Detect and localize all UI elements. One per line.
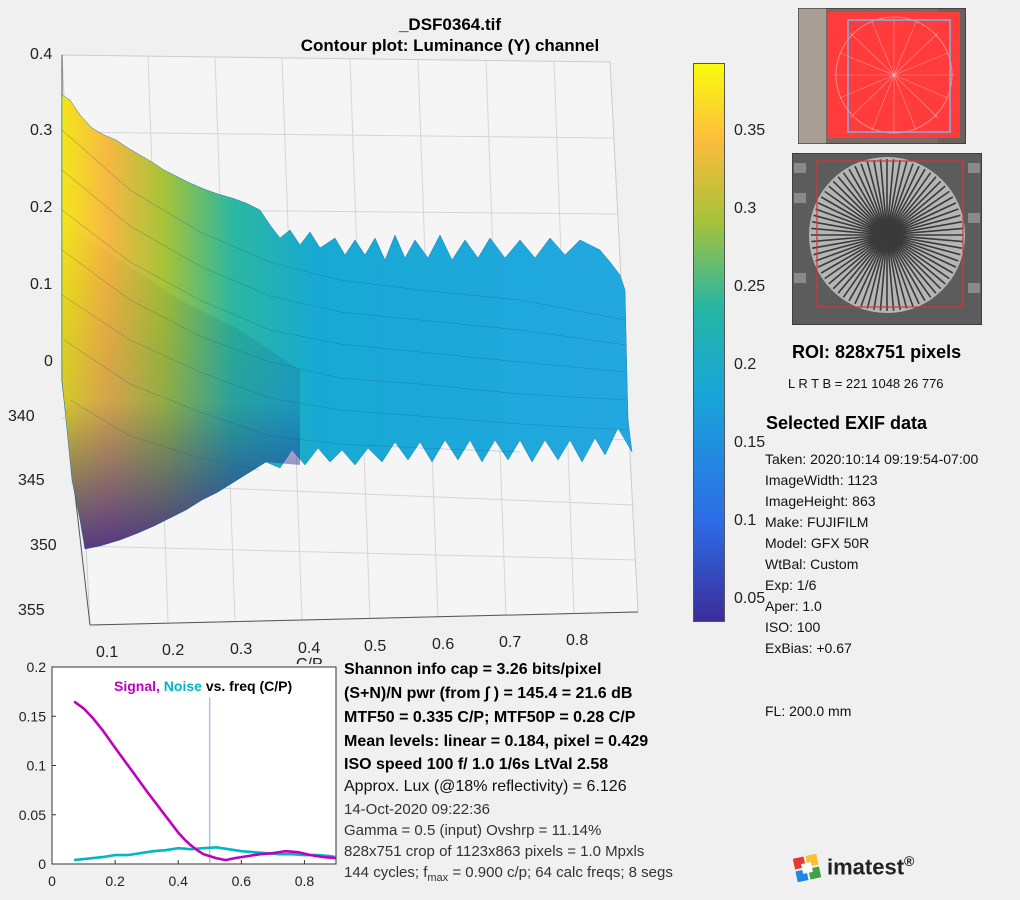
exif-aperture: Aper: 1.0 (765, 598, 822, 614)
imatest-logo-icon (793, 854, 821, 882)
exif-model: Model: GFX 50R (765, 535, 869, 551)
colorbar-tick-label: 0.35 (734, 122, 765, 140)
chart-title: Signal, Noise vs. freq (C/P) (114, 678, 292, 694)
mean-levels: Mean levels: linear = 0.184, pixel = 0.4… (344, 733, 648, 751)
mtf50-values: MTF50 = 0.335 C/P; MTF50P = 0.28 C/P (344, 709, 635, 727)
exif-make: Make: FUJIFILM (765, 514, 868, 530)
colorbar-tick-label: 0.2 (734, 356, 756, 374)
colorbar (693, 63, 725, 622)
approx-lux: Approx. Lux (@18% reflectivity) = 6.126 (344, 778, 627, 796)
chart-plot-area (52, 667, 336, 864)
x-tick-label: 0.5 (364, 638, 386, 656)
gamma-overshoot: Gamma = 0.5 (input) Ovshrp = 11.14% (344, 822, 601, 839)
crop-info: 828x751 crop of 1123x863 pixels = 1.0 Mp… (344, 843, 644, 860)
y-tick-label: 345 (18, 472, 45, 490)
colorbar-tick-label: 0.05 (734, 590, 765, 608)
z-tick-label: 0.1 (30, 276, 52, 294)
x-tick-label: 0.6 (232, 873, 252, 889)
chart-title-signal: Signal, (114, 678, 160, 694)
exif-heading: Selected EXIF data (766, 413, 927, 434)
chart-title-rest: vs. freq (C/P) (206, 678, 292, 694)
x-tick-label: 0 (48, 873, 56, 889)
imatest-logo-text: imatest® (827, 853, 914, 880)
snr-power: (S+N)/N pwr (from ∫ ) = 145.4 = 21.6 dB (344, 685, 632, 703)
colorbar-tick-label: 0.3 (734, 200, 756, 218)
y-tick-label: 0 (38, 856, 46, 872)
z-tick-label: 0.4 (30, 46, 52, 64)
exif-image-width: ImageWidth: 1123 (765, 472, 878, 488)
y-tick-label: 0.05 (19, 807, 46, 823)
y-tick-label: 0.1 (27, 758, 47, 774)
z-tick-label: 0.2 (30, 199, 52, 217)
y-tick-label: 350 (30, 537, 57, 555)
y-tick-label: 340 (8, 408, 35, 426)
exif-image-height: ImageHeight: 863 (765, 493, 876, 509)
filename-title: _DSF0364.tif (150, 14, 750, 35)
y-tick-label: 0.2 (27, 659, 47, 675)
colorbar-tick-label: 0.15 (734, 434, 765, 452)
exif-exposure: Exp: 1/6 (765, 577, 816, 593)
surface-plot (0, 50, 690, 660)
full-image-thumbnail (798, 8, 966, 144)
cycles-info: 144 cycles; fmax = 0.900 c/p; 64 calc fr… (344, 864, 673, 884)
x-tick-label: 0.2 (105, 873, 125, 889)
cycles-text-rest: = 0.900 c/p; 64 calc freqs; 8 segs (448, 864, 673, 881)
colorbar-tick-label: 0.25 (734, 278, 765, 296)
x-tick-label: 0.6 (432, 636, 454, 654)
x-tick-label: 0.4 (168, 873, 188, 889)
roi-label: ROI: 828x751 pixels (792, 342, 961, 363)
exif-white-balance: WtBal: Custom (765, 556, 858, 572)
y-tick-label: 355 (18, 602, 45, 620)
z-tick-label: 0 (44, 353, 53, 371)
x-tick-label: 0.8 (566, 632, 588, 650)
exif-exposure-bias: ExBias: +0.67 (765, 640, 852, 656)
cycles-text: 144 cycles; f (344, 864, 427, 881)
exif-iso: ISO: 100 (765, 619, 820, 635)
signal-noise-chart: 0 0.2 0.4 0.6 0.8 0 0.05 0.1 0.15 0.2 Signal, Noi… (0, 655, 345, 900)
roi-coordinates: L R T B = 221 1048 26 776 (788, 376, 944, 391)
cycles-subscript: max (427, 872, 448, 884)
shannon-capacity: Shannon info cap = 3.26 bits/pixel (344, 661, 601, 679)
iso-speed: ISO speed 100 f/ 1.0 1/6s LtVal 2.58 (344, 756, 608, 774)
colorbar-tick-label: 0.1 (734, 512, 756, 530)
x-tick-label: 0.7 (499, 634, 521, 652)
timestamp: 14-Oct-2020 09:22:36 (344, 801, 490, 818)
z-tick-label: 0.3 (30, 122, 52, 140)
imatest-logo: imatest® (793, 851, 923, 885)
exif-focal-length: FL: 200.0 mm (765, 703, 851, 719)
y-tick-label: 0.15 (19, 708, 46, 724)
chart-title-noise: Noise (164, 678, 202, 694)
x-tick-label: 0.8 (295, 873, 315, 889)
roi-thumbnail (792, 153, 982, 325)
exif-taken: Taken: 2020:10:14 09:19:54-07:00 (765, 451, 978, 467)
